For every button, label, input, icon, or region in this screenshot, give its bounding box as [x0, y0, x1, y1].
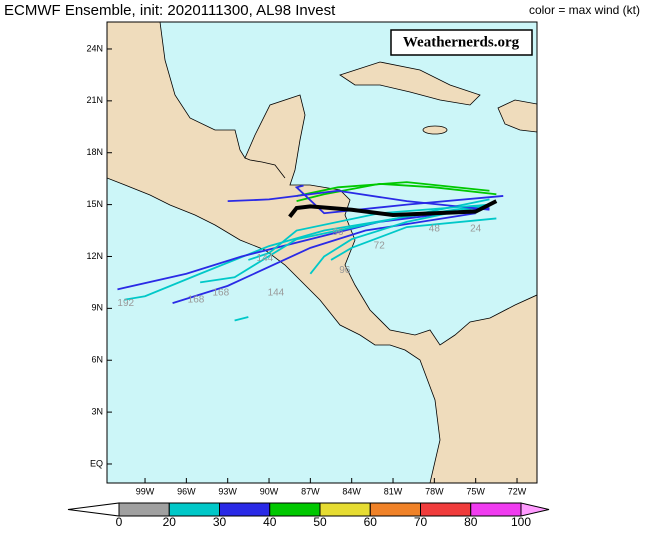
lon-tick-label: 93W: [218, 486, 237, 496]
track-label: 96: [332, 227, 344, 238]
watermark-box: [390, 29, 533, 56]
lon-tick-label: 78W: [425, 486, 444, 496]
track: [172, 212, 476, 305]
track-label: 96: [339, 265, 351, 276]
track: [309, 203, 490, 275]
colorbar-box: [319, 502, 371, 517]
colorbar-box: [168, 502, 220, 517]
lon-tick-label: 87W: [301, 486, 320, 496]
track-label: 72: [374, 241, 386, 252]
track: [330, 217, 497, 261]
lon-tick-label: 90W: [260, 486, 279, 496]
colorbar-tick-label: 80: [464, 515, 478, 529]
track-label: 144: [268, 287, 285, 298]
colorbar-tick-label: 20: [163, 515, 177, 529]
track: [294, 184, 504, 215]
lon-tick-label: 75W: [466, 486, 485, 496]
lat-tick-label: 24N: [86, 43, 103, 53]
colorbar-tick-label: 70: [414, 515, 428, 529]
colorbar-tick-label: 30: [213, 515, 227, 529]
lon-tick-label: 96W: [177, 486, 196, 496]
colorbar-box: [118, 502, 170, 517]
lon-tick-label: 81W: [384, 486, 403, 496]
colorbar-box: [219, 502, 271, 517]
tracks: 192 168 168 144 144 96 96 72 48 24: [117, 181, 504, 322]
land: [107, 22, 537, 483]
title: ECMWF Ensemble, init: 2020111300, AL98 I…: [4, 2, 336, 19]
track: [234, 316, 249, 322]
track-label: 168: [212, 287, 229, 298]
lat-tick-label: 15N: [86, 199, 103, 209]
track: [227, 189, 490, 211]
lon-tick-label: 72W: [508, 486, 527, 496]
border: [244, 157, 286, 179]
lat-tick-label: 18N: [86, 147, 103, 157]
watermark: Weathernerds.org: [403, 34, 520, 50]
colorbar-box: [420, 502, 472, 517]
lon-tick-label: 99W: [136, 486, 155, 496]
track: [296, 181, 490, 197]
colorbar-box: [369, 502, 421, 517]
lat-tick-label: 9N: [91, 303, 103, 313]
lat-tick-label: 12N: [86, 251, 103, 261]
track-label: 192: [117, 298, 134, 309]
track-label: 144: [257, 253, 274, 264]
lat-tick-label: 21N: [86, 95, 103, 105]
cuba: [339, 61, 481, 106]
colorbar-tick-label: 50: [313, 515, 327, 529]
colorbar-tick-label: 0: [116, 515, 123, 529]
lat-tick-label: EQ: [90, 458, 103, 468]
track: [288, 199, 498, 218]
lat-tick-label: 3N: [91, 406, 103, 416]
track-label: 48: [429, 223, 441, 234]
lon-tick-label: 84W: [342, 486, 361, 496]
colorbar-box: [269, 502, 321, 517]
central-america: [107, 22, 537, 483]
colorbar-tick-label: 100: [511, 515, 531, 529]
track-label: 24: [470, 223, 482, 234]
colorbar-tick-label: 40: [263, 515, 277, 529]
track-label: 168: [188, 294, 205, 305]
jamaica: [422, 125, 448, 135]
track: [248, 203, 490, 261]
frame: [106, 21, 538, 484]
track: [117, 207, 490, 291]
colorbar-box: [470, 502, 522, 517]
colorbar-over: [520, 502, 550, 517]
colorbar-under: [67, 502, 120, 517]
lat-tick-label: 6N: [91, 355, 103, 365]
colorbar-tick-label: 60: [364, 515, 378, 529]
hispaniola: [497, 99, 537, 133]
legend-title: color = max wind (kt): [529, 3, 640, 17]
